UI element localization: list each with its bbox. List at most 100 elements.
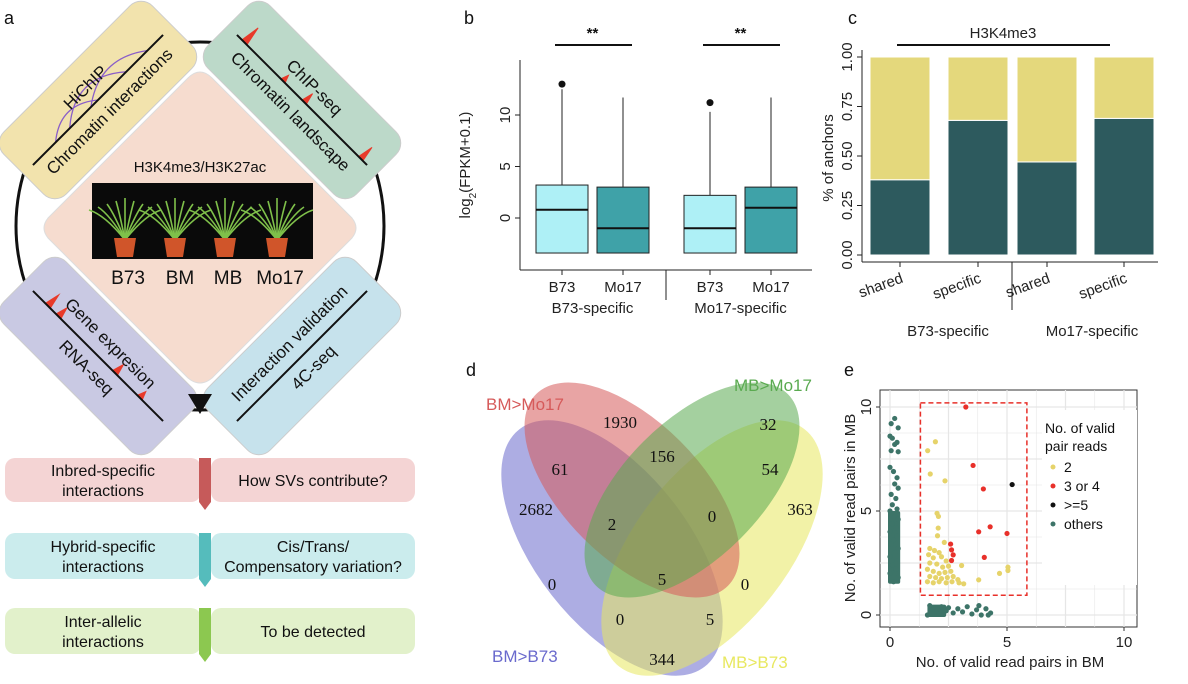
point-others <box>964 604 970 610</box>
point-others <box>894 506 900 512</box>
plant-leaf <box>115 200 126 241</box>
point-others <box>893 566 899 572</box>
venn-set-mb-mo17 <box>584 382 800 598</box>
flow-arrow <box>199 608 211 662</box>
x-tick-label: Mo17 <box>752 279 790 296</box>
plant-pot <box>214 238 236 257</box>
point-3-or-4 <box>950 552 956 558</box>
y-tick-label: 0 <box>858 611 875 619</box>
point-2 <box>943 558 949 564</box>
point-others <box>893 525 899 531</box>
panel-b-boxplot: 0 5 10 log2(FPKM+0.1) B73 Mo17 B73-specific ** B… <box>457 25 812 317</box>
point-others <box>895 516 901 522</box>
panel-label-a: a <box>4 8 15 28</box>
flow-right-box <box>211 533 415 579</box>
y-axis-label: No. of valid read pairs in MB <box>842 414 859 602</box>
bar-segment <box>1016 161 1078 256</box>
x-tick-label: shared <box>1003 270 1052 302</box>
point-2 <box>925 448 931 454</box>
outlier-point <box>706 99 714 107</box>
point-others <box>892 550 898 556</box>
group-label: Mo17-specific <box>1046 323 1139 340</box>
legend-label: others <box>1064 516 1103 532</box>
point-others <box>983 606 989 612</box>
venn-count-bm-b73-mb-mo17: 0 <box>548 575 557 594</box>
point-2 <box>927 471 933 477</box>
x-tick-label: B73 <box>697 279 724 296</box>
point-3-or-4 <box>976 529 982 535</box>
point-2 <box>976 577 982 583</box>
x-tick-label: B73 <box>549 279 576 296</box>
plant-leaf <box>165 200 176 241</box>
plant-leaf <box>215 200 226 241</box>
point-2 <box>924 566 931 572</box>
outlier-point <box>558 80 566 88</box>
flow-left-box <box>5 533 201 579</box>
y-tick-label: 0.25 <box>839 191 856 220</box>
group-label: B73-specific <box>552 300 634 317</box>
point-others <box>890 537 897 543</box>
point-2 <box>945 563 952 569</box>
flow-right-text: How SVs contribute? <box>238 473 388 490</box>
interaction-arcs <box>54 49 148 143</box>
venn-count-mb-b73-only: 363 <box>787 500 813 519</box>
point-others <box>938 604 945 610</box>
point-others <box>959 609 966 615</box>
y-tick-label: 0 <box>497 214 514 222</box>
venn-count-three-no-mb-mo17: 5 <box>706 610 715 629</box>
flow-right-text: To be detected <box>261 624 366 641</box>
point-2 <box>935 513 942 520</box>
point-2 <box>930 568 936 574</box>
y-tick-label: 1.00 <box>839 42 856 71</box>
point-others <box>976 603 982 609</box>
x-tick-label: specific <box>931 270 984 303</box>
point-3-or-4 <box>948 547 955 553</box>
plant-leaf <box>124 209 162 241</box>
flow-left-text: Inter-allelic <box>64 614 141 631</box>
point-2 <box>936 550 942 556</box>
point-3-or-4 <box>1004 530 1010 537</box>
y-axis-label: % of anchors <box>820 114 837 202</box>
legend-label: >=5 <box>1064 497 1088 513</box>
panel-label-b: b <box>464 8 474 28</box>
point-2 <box>944 574 950 581</box>
point-2 <box>948 568 954 574</box>
point-2 <box>936 579 942 585</box>
point-2 <box>927 545 933 552</box>
y-tick-label: 10 <box>497 107 514 124</box>
flow-right-box <box>211 458 415 502</box>
chart-title: H3K4me3 <box>970 25 1037 42</box>
plant-pot <box>266 238 288 257</box>
point-others <box>889 435 895 441</box>
point-2 <box>930 555 936 561</box>
point-others <box>955 606 961 612</box>
venn-count-bm-mo17-mb-mo17: 156 <box>649 447 675 466</box>
point-others <box>887 508 893 514</box>
panel-e-scatter: 0 5 10 0 5 10 No. of valid read pairs in BM No.… <box>842 389 1138 671</box>
point-others <box>887 529 893 535</box>
plant-leaf <box>276 209 314 241</box>
point-2 <box>949 579 955 585</box>
plant-photo <box>88 183 314 259</box>
box <box>744 186 798 254</box>
venn-count-mb-mo17-mb-b73: 54 <box>762 460 780 479</box>
flow-left-box <box>5 458 201 502</box>
point-3-or-4 <box>987 524 993 530</box>
point-others <box>895 545 901 552</box>
point-others <box>969 611 975 617</box>
plant-leaf <box>174 209 212 241</box>
point-2 <box>961 581 967 587</box>
flow-arrow <box>199 533 211 587</box>
venn-count-bm-b73-only: 2682 <box>519 500 553 519</box>
point-others <box>892 481 898 487</box>
plant-pot <box>114 238 136 257</box>
point-others <box>889 520 895 527</box>
x-tick-label: shared <box>856 270 905 302</box>
flow-right-text: Cis/Trans/ <box>277 539 350 556</box>
point-2 <box>940 564 946 570</box>
point-others <box>978 612 984 618</box>
bar-segment <box>1093 117 1155 256</box>
x-tick-label: Mo17 <box>604 279 642 296</box>
significance-label: ** <box>735 25 747 42</box>
point-others <box>894 558 900 564</box>
